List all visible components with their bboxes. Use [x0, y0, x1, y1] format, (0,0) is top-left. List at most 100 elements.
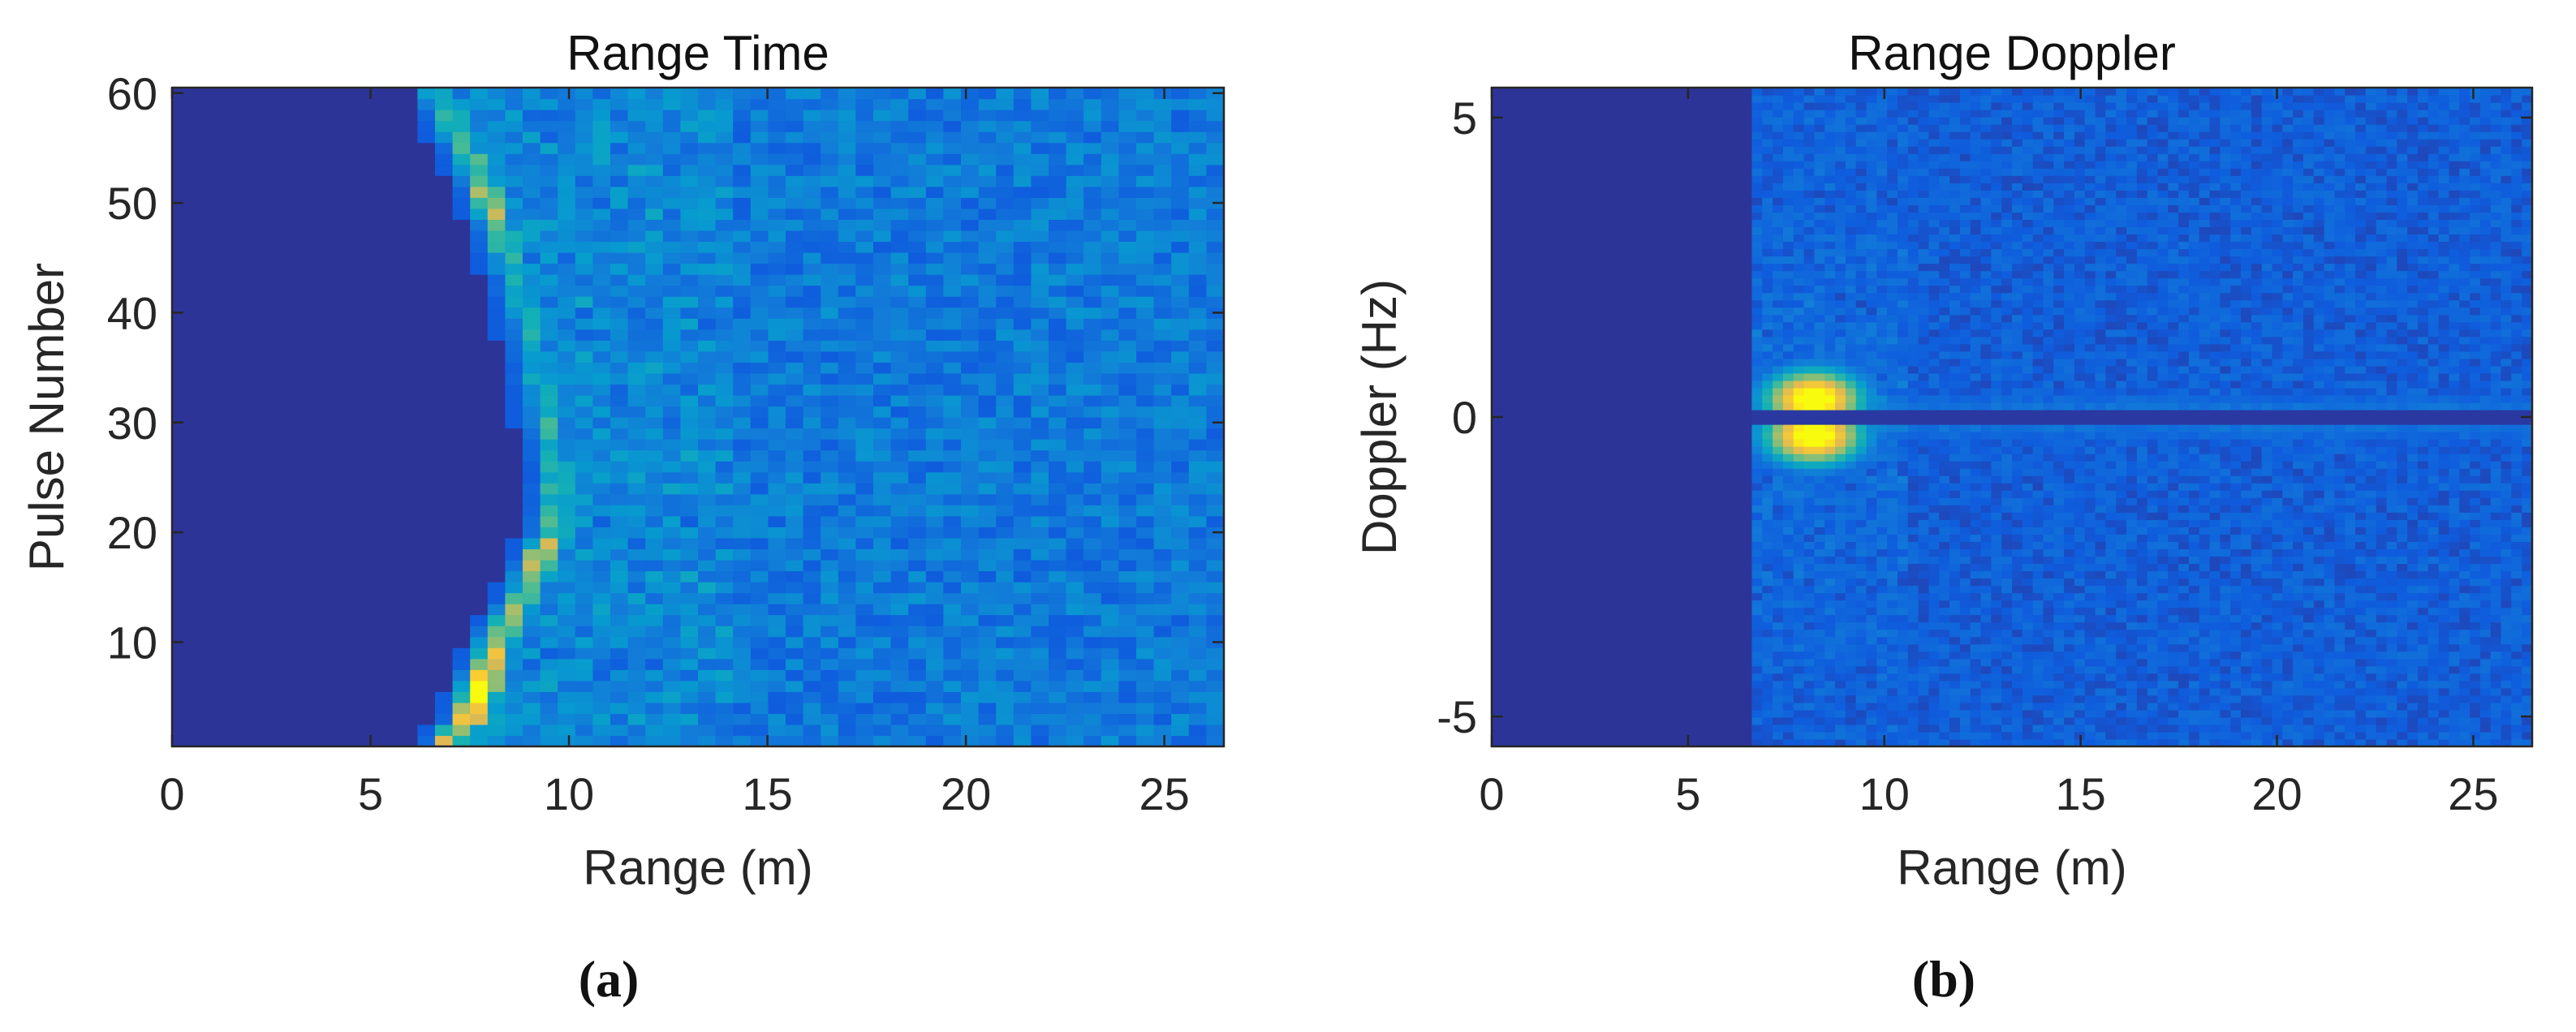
heatmap-cell	[312, 626, 330, 638]
heatmap-cell	[470, 735, 489, 747]
heatmap-cell	[855, 471, 874, 484]
heatmap-cell	[330, 164, 348, 176]
heatmap-cell	[943, 483, 962, 495]
heatmap-cell	[750, 88, 769, 100]
heatmap-cell	[1013, 219, 1032, 231]
heatmap-cell	[1616, 716, 1628, 725]
heatmap-cell	[1136, 658, 1155, 670]
heatmap-cell	[417, 350, 436, 363]
heatmap-cell	[207, 252, 226, 264]
heatmap-cell	[1626, 680, 1639, 689]
heatmap-cell	[943, 274, 962, 286]
heatmap-cell	[207, 537, 226, 549]
heatmap-cell	[2272, 651, 2283, 660]
heatmap-cell	[680, 230, 699, 243]
heatmap-cell	[2064, 709, 2075, 718]
panel-range-doppler: 0 5 10 15 20 25-505 Range Doppler Range (m) D…	[1352, 26, 2534, 895]
heatmap-cell	[1512, 651, 1524, 660]
heatmap-cell	[943, 691, 962, 703]
heatmap-cell	[943, 471, 962, 484]
heatmap-cell	[1835, 643, 1846, 652]
heatmap-cell	[364, 307, 383, 319]
heatmap-cell	[2126, 680, 2138, 689]
heatmap-cell	[242, 417, 261, 429]
heatmap-cell	[330, 527, 348, 539]
heatmap-cell	[978, 197, 997, 209]
heatmap-cell	[1866, 680, 1877, 689]
heatmap-cell	[978, 241, 997, 253]
heatmap-cell	[1533, 731, 1544, 740]
heatmap-cell	[978, 230, 997, 243]
heatmap-cell	[1013, 384, 1032, 396]
heatmap-cell	[452, 318, 471, 330]
heatmap-cell	[1762, 702, 1773, 711]
x-tick-label: 5	[358, 768, 383, 819]
heatmap-cell	[662, 614, 681, 626]
heatmap-cell	[172, 208, 191, 220]
heatmap-cell	[189, 110, 208, 122]
heatmap-cell	[2355, 673, 2367, 682]
heatmap-cell	[1699, 731, 1711, 740]
heatmap-cell	[435, 592, 454, 604]
heatmap-cell	[1730, 694, 1742, 703]
heatmap-cell	[1171, 604, 1190, 616]
heatmap-cell	[382, 724, 401, 737]
heatmap-cell	[2407, 724, 2419, 733]
heatmap-cell	[1136, 296, 1155, 308]
heatmap-cell	[312, 350, 330, 363]
heatmap-cell	[330, 417, 348, 429]
heatmap-cell	[312, 219, 330, 231]
heatmap-cell	[1171, 713, 1190, 725]
heatmap-cell	[505, 636, 523, 648]
heatmap-cell	[487, 537, 506, 549]
heatmap-cell	[768, 394, 786, 407]
heatmap-cell	[312, 702, 330, 714]
heatmap-cell	[523, 110, 541, 122]
heatmap-cell	[1907, 709, 1919, 718]
heatmap-cell	[750, 142, 769, 154]
heatmap-cell	[1101, 735, 1119, 747]
heatmap-cell	[1741, 702, 1753, 711]
heatmap-cell	[627, 471, 646, 484]
heatmap-cell	[2053, 687, 2065, 696]
heatmap-cell	[2282, 702, 2294, 711]
heatmap-cell	[1544, 709, 1555, 718]
heatmap-cell	[698, 461, 717, 473]
heatmap-cell	[1171, 318, 1190, 330]
heatmap-cell	[996, 219, 1014, 231]
heatmap-cell	[189, 439, 208, 451]
heatmap-cell	[1606, 665, 1618, 674]
heatmap-cell	[1970, 702, 1982, 711]
heatmap-cell	[1013, 252, 1032, 264]
heatmap-cell	[1814, 724, 1825, 733]
heatmap-cell	[680, 98, 699, 110]
heatmap-cell	[172, 669, 191, 682]
heatmap-cell	[1206, 471, 1225, 484]
heatmap-cell	[1013, 285, 1032, 297]
heatmap-cell	[2438, 709, 2450, 718]
heatmap-cell	[1648, 731, 1659, 740]
heatmap-cell	[2157, 665, 2169, 674]
heatmap-cell	[610, 537, 629, 549]
heatmap-cell	[2105, 709, 2117, 718]
heatmap-cell	[312, 439, 330, 451]
heatmap-cell	[1171, 186, 1190, 198]
heatmap-cell	[715, 252, 734, 264]
heatmap-cell	[961, 680, 980, 692]
heatmap-cell	[277, 592, 295, 604]
heatmap-cell	[2438, 673, 2450, 682]
heatmap-cell	[2074, 716, 2086, 725]
heatmap-cell	[803, 636, 821, 648]
heatmap-cell	[2105, 738, 2117, 747]
heatmap-cell	[1928, 651, 1940, 660]
heatmap-cell	[873, 449, 892, 462]
heatmap-cell	[224, 647, 243, 660]
heatmap-cell	[1523, 724, 1534, 733]
heatmap-cell	[890, 120, 909, 132]
heatmap-cell	[417, 164, 436, 176]
heatmap-cell	[487, 274, 506, 286]
heatmap-cell	[627, 658, 646, 670]
heatmap-cell	[961, 702, 980, 714]
heatmap-cell	[2116, 665, 2127, 674]
heatmap-cell	[523, 570, 541, 583]
